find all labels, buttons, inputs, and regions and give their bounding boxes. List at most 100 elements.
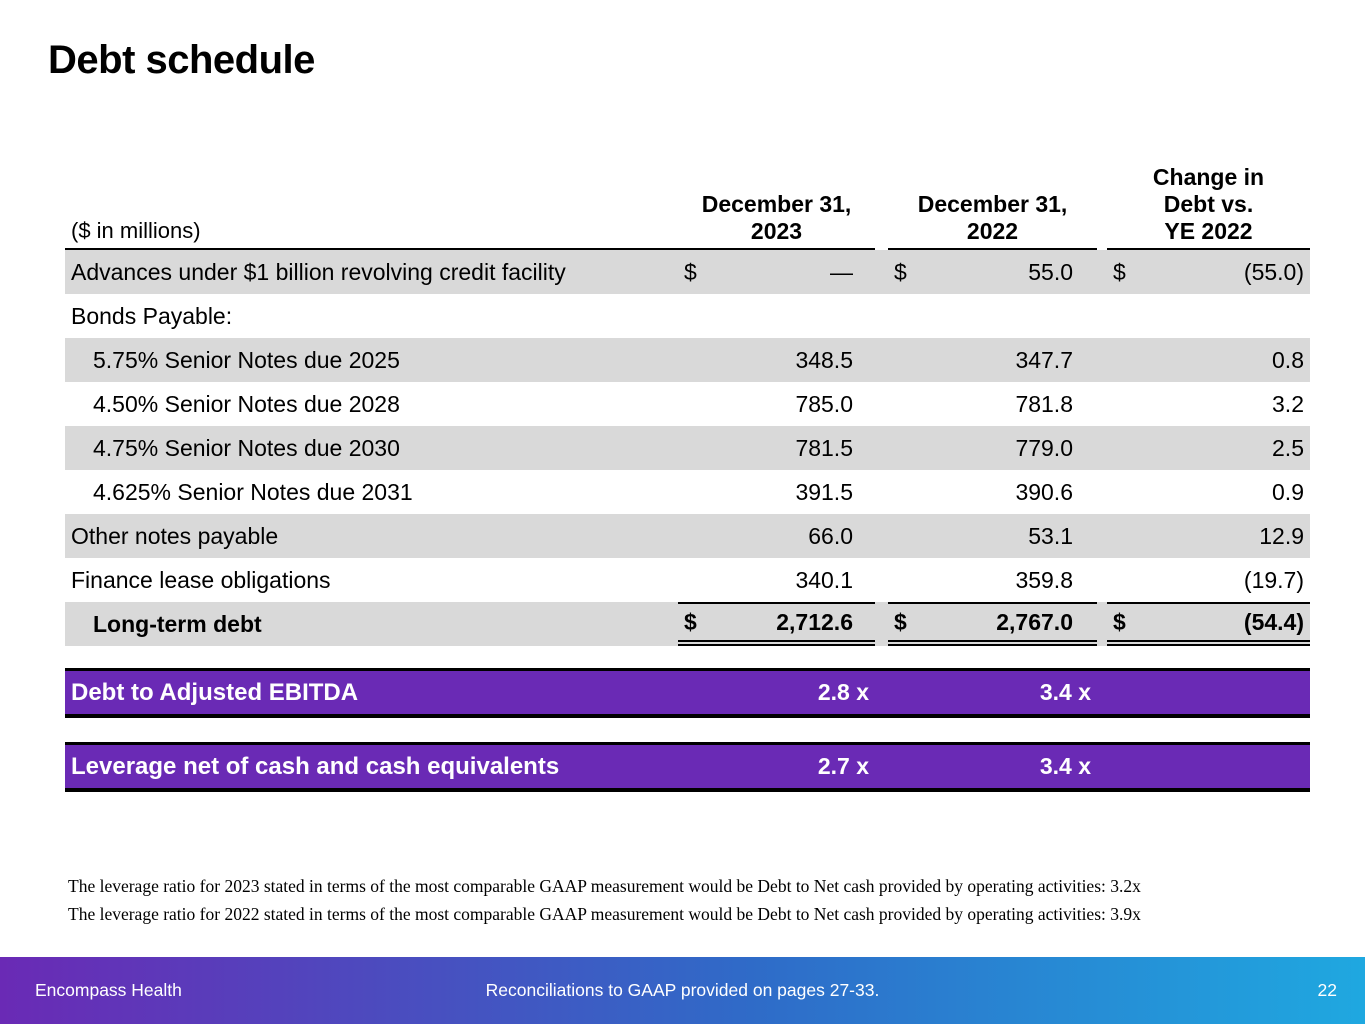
row-value-text: 2,767.0 — [996, 608, 1073, 635]
row-value-text: — — [830, 258, 853, 285]
ratio-bar-leverage-net-of-cash: Leverage net of cash and cash equivalent… — [65, 742, 1310, 792]
row-value-col1 — [678, 294, 875, 338]
row-value-text: 779.0 — [1015, 434, 1073, 461]
row-gap — [875, 338, 888, 382]
col-header-dec-2022: December 31, 2022 — [888, 150, 1097, 250]
row-value-col1: 785.0 — [678, 382, 875, 426]
row-value-col2 — [888, 294, 1097, 338]
row-label: 5.75% Senior Notes due 2025 — [93, 346, 400, 373]
table-row: 5.75% Senior Notes due 2025 348.5 347.7 0.8 — [65, 338, 1310, 382]
row-value-col2: $55.0 — [888, 250, 1097, 294]
ratio-value-text: 2.7 x — [817, 753, 869, 779]
row-gap — [1097, 382, 1107, 426]
row-value-col1: $2,712.6 — [678, 602, 875, 646]
row-value-col2: 359.8 — [888, 558, 1097, 602]
row-value-text: 3.2 — [1272, 390, 1304, 417]
bar-gap — [875, 671, 888, 714]
row-value-text: 55.0 — [1028, 258, 1073, 285]
table-row: 4.50% Senior Notes due 2028 785.0 781.8 3.2 — [65, 382, 1310, 426]
row-gap — [1097, 338, 1107, 382]
row-value-text: 348.5 — [795, 346, 853, 373]
table-row: 4.75% Senior Notes due 2030 781.5 779.0 2.5 — [65, 426, 1310, 470]
row-gap — [875, 250, 888, 294]
row-label: Bonds Payable: — [71, 302, 233, 329]
row-value-col3: $ (54.4) — [1107, 602, 1310, 646]
footer-note: Reconciliations to GAAP provided on page… — [485, 980, 880, 1000]
row-gap — [1097, 602, 1107, 646]
row-value-col2: 779.0 — [888, 426, 1097, 470]
ratio-bar-label: Debt to Adjusted EBITDA — [71, 678, 359, 706]
row-gap — [1097, 250, 1107, 294]
row-value-col1: 340.1 — [678, 558, 875, 602]
row-gap — [1097, 294, 1107, 338]
row-gap — [1097, 426, 1107, 470]
col-header-dec-2023: December 31, 2023 — [678, 150, 875, 250]
row-value-col2: 347.7 — [888, 338, 1097, 382]
row-gap — [1097, 470, 1107, 514]
bar-gap — [670, 745, 678, 788]
row-gap — [670, 294, 678, 338]
ratio-value-text: 3.4 x — [1039, 753, 1091, 779]
unit-label: ($ in millions) — [65, 150, 670, 250]
row-value-text: 12.9 — [1259, 522, 1304, 549]
row-label: 4.625% Senior Notes due 2031 — [93, 478, 413, 505]
ratio-bar-debt-to-ebitda: Debt to Adjusted EBITDA 2.8 x 3.4 x — [65, 668, 1310, 718]
row-value-col1: $ — — [678, 250, 875, 294]
row-gap — [1097, 558, 1107, 602]
row-value-col2: 390.6 — [888, 470, 1097, 514]
row-gap — [875, 426, 888, 470]
row-value-col2: 53.1 — [888, 514, 1097, 558]
row-value-col1: 348.5 — [678, 338, 875, 382]
debt-table: ($ in millions) December 31, 2023 Decemb… — [65, 150, 1310, 646]
table-row: Long-term debt $2,712.6 $2,767.0 $ (54.4) — [65, 602, 1310, 646]
row-label: Finance lease obligations — [71, 566, 331, 593]
row-value-col3: 12.9 — [1107, 514, 1310, 558]
row-gap — [670, 338, 678, 382]
row-value-text: (19.7) — [1243, 566, 1304, 593]
row-gap — [670, 382, 678, 426]
dollar-sign: $ — [894, 258, 907, 285]
row-value-col1: 781.5 — [678, 426, 875, 470]
row-value-text: 0.8 — [1272, 346, 1304, 373]
bar-gap — [1097, 745, 1107, 788]
dollar-sign: $ — [684, 608, 697, 635]
row-value-text: 781.8 — [1015, 390, 1073, 417]
row-value-text: (54.4) — [1243, 608, 1304, 635]
row-value-text: 347.7 — [1015, 346, 1073, 373]
row-gap — [1097, 514, 1107, 558]
row-value-col1: 391.5 — [678, 470, 875, 514]
row-label: Long-term debt — [93, 610, 262, 637]
ratio-value-2022: 3.4 x — [888, 671, 1097, 714]
row-value-col3: 3.2 — [1107, 382, 1310, 426]
footer-bar: Encompass Health Reconciliations to GAAP… — [0, 957, 1365, 1024]
row-gap — [875, 558, 888, 602]
row-gap — [670, 514, 678, 558]
row-gap — [875, 294, 888, 338]
row-gap — [670, 250, 678, 294]
page-number: 22 — [1317, 980, 1337, 1000]
table-row: Bonds Payable: — [65, 294, 1310, 338]
row-gap — [670, 470, 678, 514]
row-value-col3 — [1107, 294, 1310, 338]
footer-brand: Encompass Health — [35, 980, 182, 1000]
table-row: 4.625% Senior Notes due 2031 391.5 390.6 0.… — [65, 470, 1310, 514]
dollar-sign: $ — [684, 258, 697, 285]
row-value-text: 2.5 — [1272, 434, 1304, 461]
header-gap — [1097, 150, 1107, 250]
bar-gap — [875, 745, 888, 788]
row-value-col2: 781.8 — [888, 382, 1097, 426]
row-gap — [670, 602, 678, 646]
bar-gap — [1097, 671, 1107, 714]
row-label: Other notes payable — [71, 522, 279, 549]
row-gap — [875, 602, 888, 646]
row-value-col3: (19.7) — [1107, 558, 1310, 602]
row-gap — [875, 514, 888, 558]
row-gap — [875, 382, 888, 426]
footnote-2022: The leverage ratio for 2022 stated in te… — [68, 904, 1141, 924]
bar-gap — [670, 671, 678, 714]
ratio-value-2022: 3.4 x — [888, 745, 1097, 788]
dollar-sign: $ — [1113, 258, 1126, 285]
footnotes: The leverage ratio for 2023 stated in te… — [68, 872, 1308, 928]
row-value-col2: $2,767.0 — [888, 602, 1097, 646]
footnote-2023: The leverage ratio for 2023 stated in te… — [68, 876, 1141, 896]
